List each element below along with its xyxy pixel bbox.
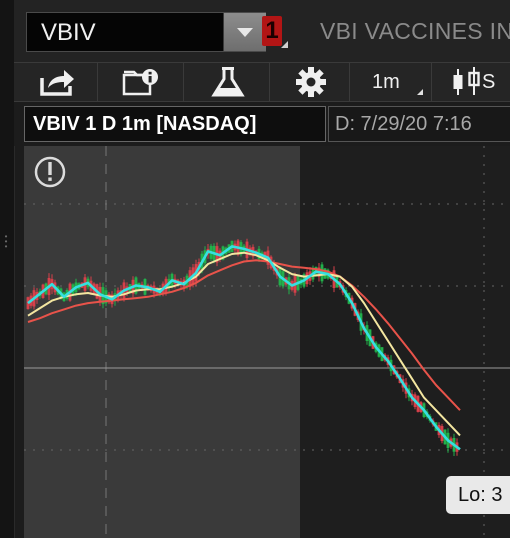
company-name: VBI VACCINES INC: [320, 18, 510, 44]
regular-session-background: [300, 146, 510, 538]
gear-icon: [296, 67, 326, 97]
timeframe-label: 1m: [372, 71, 400, 93]
link-group-number: 1: [265, 17, 279, 44]
link-group-badge[interactable]: 1: [262, 16, 288, 48]
company-name-container: VBI VACCINES INC: [300, 0, 510, 62]
alert-button[interactable]: [34, 156, 66, 188]
sma-slow-line: [27, 259, 461, 411]
info-button[interactable]: [98, 63, 184, 101]
low-price-label: Lo: 3: [458, 484, 503, 506]
moving-average-lines: [27, 245, 461, 451]
chart-style-button[interactable]: S: [432, 63, 510, 101]
exclamation-dot: [48, 177, 52, 181]
ema-fast-line: [27, 245, 461, 451]
flask-icon: [211, 67, 245, 97]
chevron-down-icon: [237, 28, 253, 37]
share-icon: [40, 70, 74, 96]
symbol-header: VBIV 1 VBI VACCINES INC: [14, 0, 510, 62]
exclamation-circle-icon[interactable]: [34, 156, 66, 188]
date-readout-box: D: 7/29/20 7:16: [328, 106, 510, 142]
chart-title: VBIV 1 D 1m [NASDAQ]: [33, 113, 257, 135]
settings-button[interactable]: [270, 63, 350, 101]
symbol-dropdown-button[interactable]: [223, 13, 266, 51]
price-chart-canvas[interactable]: [24, 146, 510, 538]
share-button[interactable]: [14, 63, 98, 101]
chart-style-label: S: [482, 71, 496, 93]
chart-title-box[interactable]: VBIV 1 D 1m [NASDAQ]: [24, 106, 326, 142]
timeframe-corner-icon: [417, 89, 423, 95]
studies-button[interactable]: [184, 63, 270, 101]
date-readout: D: 7/29/20 7:16: [335, 113, 472, 135]
premarket-background: [24, 146, 300, 538]
symbol-input[interactable]: VBIV: [41, 19, 96, 46]
vertical-gridlines: [105, 146, 485, 538]
low-price-tag: Lo: 3: [446, 476, 510, 514]
left-panel-gutter[interactable]: • • •: [0, 0, 15, 538]
price-chart[interactable]: [24, 146, 510, 538]
info-folder-icon: [122, 69, 158, 96]
timeframe-selector[interactable]: 1m: [350, 63, 432, 101]
chart-header: VBIV 1 D 1m [NASDAQ] D: 7/29/20 7:16: [14, 102, 510, 146]
gutter-grip-icon[interactable]: • • •: [4, 232, 8, 251]
exclamation-bar: [48, 162, 52, 175]
symbol-selector[interactable]: VBIV: [26, 12, 266, 52]
link-group-corner-icon: [281, 41, 288, 48]
chart-toolbar: 1m S: [14, 62, 510, 102]
candlestick-icon: [453, 67, 480, 95]
